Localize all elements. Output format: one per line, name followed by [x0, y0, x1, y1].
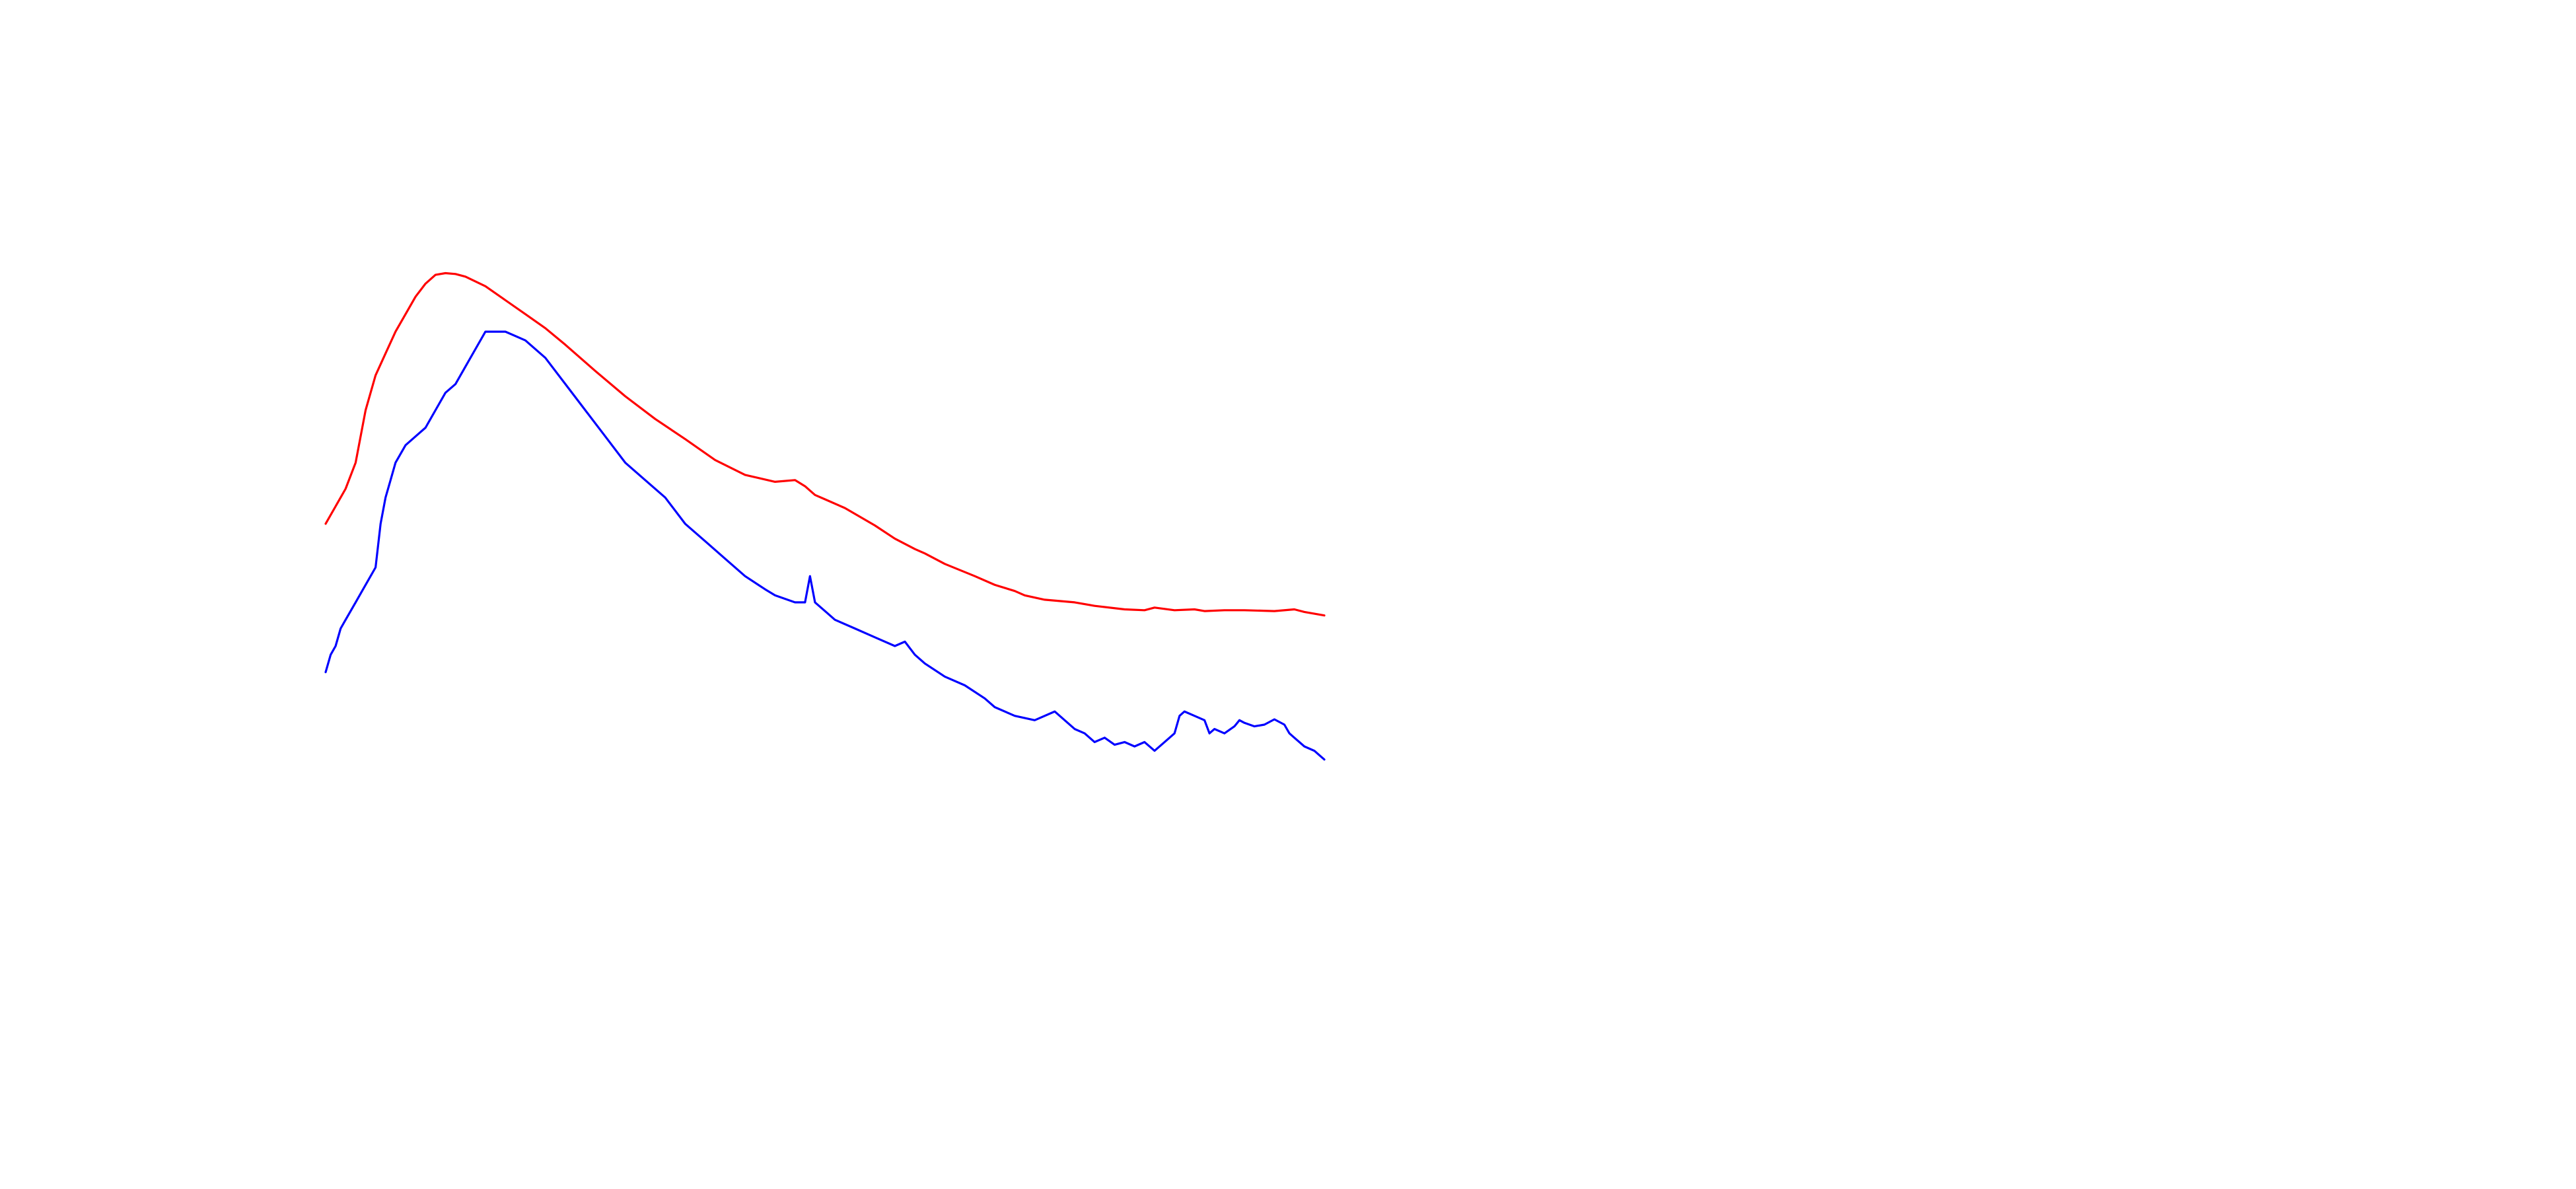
red-series-line: [324, 271, 1326, 617]
blue-series-line: [324, 330, 1326, 761]
plot-area: [324, 271, 1326, 761]
